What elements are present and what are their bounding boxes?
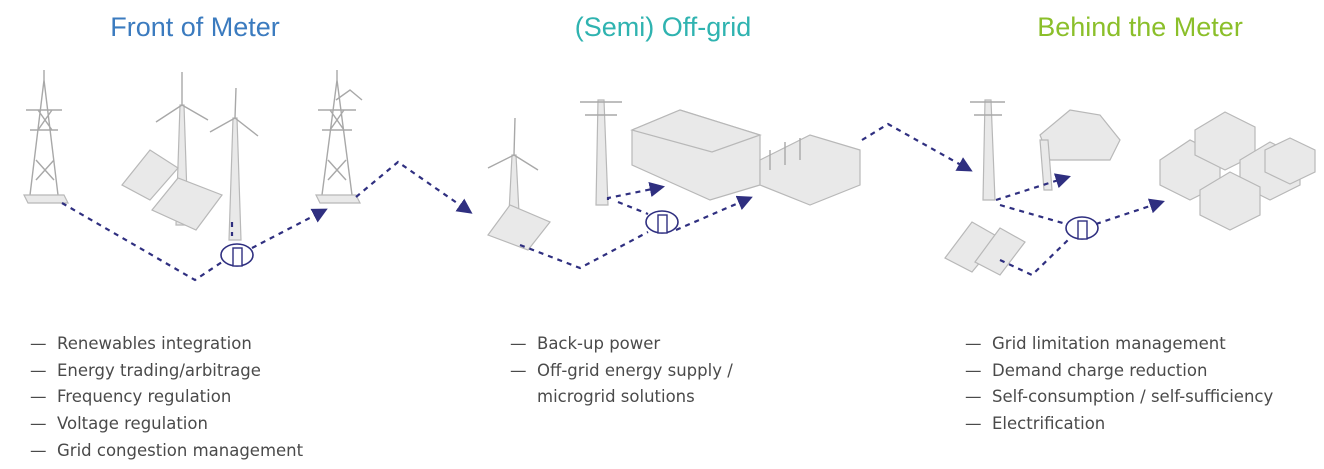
benefit-item: — Electrification [965,411,1324,438]
bullet-dash: — [30,384,47,411]
page: Front of Meter (Semi) Off-grid Behind th… [0,0,1324,469]
benefit-list: — Renewables integration — Energy trading/a… [30,331,350,465]
factory [760,135,860,205]
benefit-list: — Grid limitation management — Demand charg… [965,331,1324,438]
benefit-item: — Frequency regulation [30,384,350,411]
benefit-item: — Off-grid energy supply / microgrid solu… [510,358,785,411]
benefit-text: Electrification [992,414,1105,433]
benefit-item: — Renewables integration [30,331,350,358]
bullet-dash: — [510,331,527,358]
benefit-item: — Voltage regulation [30,411,350,438]
pylon [24,70,68,203]
bullet-dash: — [965,384,982,411]
bullet-dash: — [965,358,982,385]
benefit-text: Off-grid energy supply / microgrid solut… [537,361,733,407]
benefit-text: Self-consumption / self-sufficiency [992,387,1273,406]
bullet-dash: — [965,331,982,358]
ev-car [1040,110,1120,190]
benefit-item: — Grid congestion management [30,438,350,465]
bullet-dash: — [30,331,47,358]
benefit-text: Back-up power [537,334,660,353]
benefit-text: Grid limitation management [992,334,1226,353]
benefit-list: — Back-up power — Off-grid energy supply / … [510,331,785,411]
benefit-item: — Grid limitation management [965,331,1324,358]
solar-panel [122,150,1025,275]
benefit-item: — Back-up power [510,331,785,358]
benefit-item: — Demand charge reduction [965,358,1324,385]
column-title: Front of Meter [110,12,280,43]
benefit-text: Voltage regulation [57,414,208,433]
bullet-dash: — [510,358,527,385]
benefit-item: — Self-consumption / self-sufficiency [965,384,1324,411]
benefit-text: Demand charge reduction [992,361,1207,380]
pylon [316,70,360,203]
bullet-dash: — [30,411,47,438]
column-title: Behind the Meter [1037,12,1243,43]
container [632,110,760,200]
houses [1160,112,1315,230]
benefit-text: Grid congestion management [57,441,303,460]
column-title: (Semi) Off-grid [575,12,752,43]
bullet-dash: — [30,438,47,465]
benefit-text: Frequency regulation [57,387,231,406]
benefit-item: — Energy trading/arbitrage [30,358,350,385]
benefit-text: Energy trading/arbitrage [57,361,261,380]
benefit-text: Renewables integration [57,334,252,353]
bullet-dash: — [965,411,982,438]
bullet-dash: — [30,358,47,385]
